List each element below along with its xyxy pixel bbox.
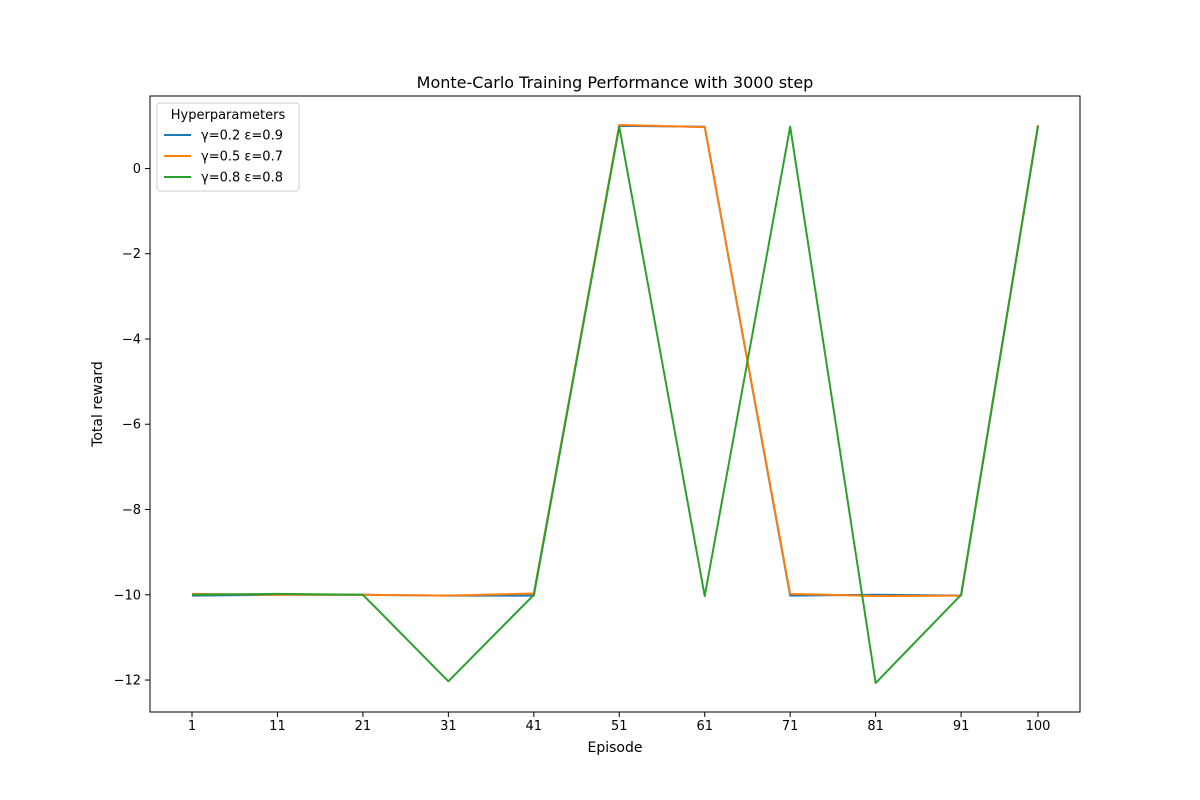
legend-label: γ=0.8 ε=0.8 <box>201 171 283 186</box>
y-tick-label: −4 <box>122 332 141 347</box>
y-tick-label: −6 <box>122 418 141 433</box>
series-lines <box>191 123 1039 685</box>
y-tick-label: −10 <box>114 588 141 603</box>
legend: Hyperparameters γ=0.2 ε=0.9γ=0.5 ε=0.7γ=… <box>156 102 300 192</box>
legend-label: γ=0.2 ε=0.9 <box>201 129 283 144</box>
x-tick-label: 61 <box>696 719 713 734</box>
x-axis-ticks: 1 11 21 31 41 51 61 71 81 91 100 <box>188 712 1051 734</box>
y-axis-ticks: 0 −2 −4 −6 −8 −10 −12 <box>114 162 150 689</box>
x-tick-label: 31 <box>440 719 457 734</box>
x-tick-label: 71 <box>782 719 799 734</box>
y-tick-label: 0 <box>133 162 141 177</box>
x-tick-label: 81 <box>867 719 884 734</box>
legend-box <box>156 102 300 192</box>
y-tick-label: −2 <box>122 247 141 262</box>
plot-area <box>149 95 1081 713</box>
x-tick-label: 21 <box>355 719 372 734</box>
x-tick-label: 11 <box>269 719 286 734</box>
y-axis-label: Total reward <box>90 361 106 448</box>
x-tick-label: 91 <box>953 719 970 734</box>
y-tick-label: −8 <box>122 503 141 518</box>
x-axis-label: Episode <box>588 740 643 756</box>
legend-title: Hyperparameters <box>171 108 286 123</box>
series-line-3 <box>191 125 1039 685</box>
legend-entries: γ=0.2 ε=0.9 γ=0.5 ε=0.7 γ=0.8 ε=0.8 <box>164 129 283 186</box>
y-tick-label: −12 <box>114 674 141 689</box>
x-tick-label: 100 <box>1026 719 1051 734</box>
x-tick-label: 51 <box>611 719 628 734</box>
x-tick-label: 1 <box>188 719 196 734</box>
chart-title: Monte-Carlo Training Performance with 30… <box>417 73 814 92</box>
legend-label: γ=0.5 ε=0.7 <box>201 150 283 165</box>
x-tick-label: 41 <box>526 719 543 734</box>
